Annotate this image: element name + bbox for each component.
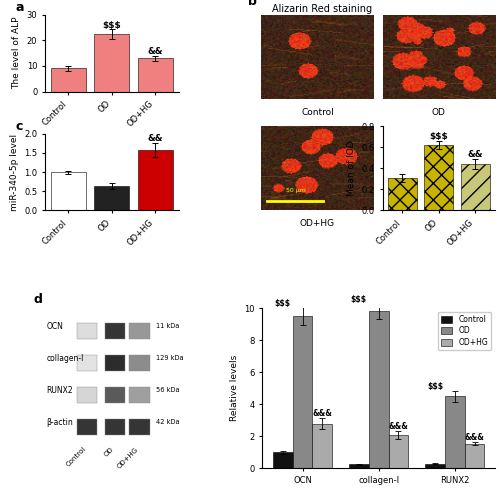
FancyBboxPatch shape — [130, 419, 150, 435]
Text: Control: Control — [301, 107, 334, 116]
Text: OD: OD — [432, 107, 446, 116]
Text: 56 kDa: 56 kDa — [156, 387, 179, 393]
Text: &&&: &&& — [312, 409, 332, 418]
Text: β-actin: β-actin — [46, 418, 73, 427]
Bar — [369, 312, 388, 468]
Text: &&&: &&& — [464, 433, 484, 442]
Bar — [273, 453, 292, 468]
FancyBboxPatch shape — [130, 323, 150, 339]
Text: b: b — [248, 0, 256, 8]
Text: $$$: $$$ — [427, 382, 443, 391]
Text: c: c — [16, 120, 23, 133]
Text: &&&: &&& — [388, 422, 408, 431]
FancyBboxPatch shape — [77, 323, 98, 339]
FancyBboxPatch shape — [130, 355, 150, 371]
Bar — [349, 464, 369, 468]
Y-axis label: Relative levels: Relative levels — [230, 355, 238, 422]
Bar — [94, 186, 129, 211]
Bar — [312, 423, 332, 468]
Legend: Control, OD, OD+HG: Control, OD, OD+HG — [438, 312, 491, 350]
Bar — [138, 58, 172, 92]
Text: 50 μm: 50 μm — [286, 188, 306, 193]
Bar — [51, 69, 86, 92]
Y-axis label: miR-340-5p level: miR-340-5p level — [10, 134, 18, 211]
Bar — [388, 435, 408, 468]
Bar — [292, 317, 312, 468]
Text: OD+HG: OD+HG — [116, 446, 140, 469]
Text: collagen-I: collagen-I — [46, 354, 84, 363]
Bar — [94, 34, 129, 92]
FancyBboxPatch shape — [77, 387, 98, 403]
FancyBboxPatch shape — [104, 387, 125, 403]
Text: Control: Control — [65, 446, 87, 468]
Text: &&: && — [468, 150, 483, 159]
Text: OCN: OCN — [46, 322, 64, 331]
Bar — [138, 150, 172, 211]
Text: RUNX2: RUNX2 — [46, 386, 73, 395]
Text: OD+HG: OD+HG — [300, 219, 335, 228]
FancyBboxPatch shape — [104, 419, 125, 435]
Text: 11 kDa: 11 kDa — [156, 323, 179, 329]
Text: $$$: $$$ — [430, 132, 448, 141]
FancyBboxPatch shape — [77, 419, 98, 435]
Text: $$$: $$$ — [274, 299, 291, 308]
Text: Alizarin Red staining: Alizarin Red staining — [272, 4, 372, 14]
Bar — [424, 145, 454, 211]
Text: $$$: $$$ — [351, 295, 367, 304]
FancyBboxPatch shape — [104, 323, 125, 339]
Bar — [425, 463, 445, 468]
Text: $$$: $$$ — [102, 21, 121, 30]
FancyBboxPatch shape — [130, 387, 150, 403]
Bar — [460, 164, 490, 211]
Text: 42 kDa: 42 kDa — [156, 420, 179, 425]
FancyBboxPatch shape — [104, 355, 125, 371]
Text: &&: && — [148, 47, 163, 56]
FancyBboxPatch shape — [77, 355, 98, 371]
Y-axis label: The level of ALP: The level of ALP — [12, 17, 21, 89]
Text: OD: OD — [103, 446, 115, 458]
Text: 129 kDa: 129 kDa — [156, 355, 183, 361]
Text: d: d — [34, 293, 42, 307]
Bar — [51, 172, 86, 211]
Bar — [464, 444, 484, 468]
Text: &&: && — [148, 135, 163, 143]
Y-axis label: Mean of IOD: Mean of IOD — [347, 141, 356, 196]
Text: a: a — [16, 1, 24, 14]
Bar — [388, 178, 417, 211]
Bar — [445, 396, 464, 468]
